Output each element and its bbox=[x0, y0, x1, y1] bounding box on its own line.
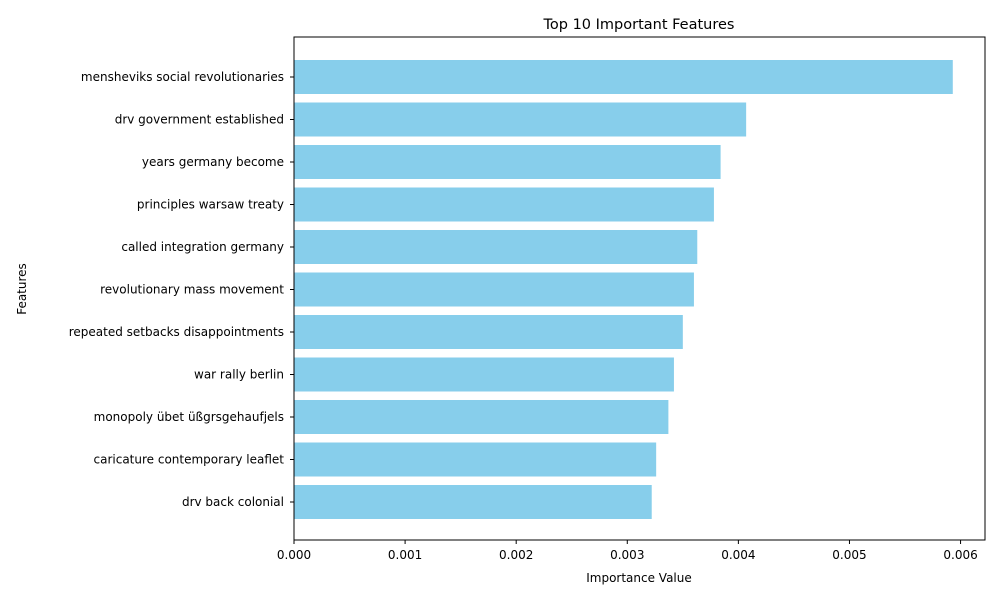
y-tick-label: drv government established bbox=[115, 113, 284, 127]
x-tick-label: 0.000 bbox=[277, 548, 311, 562]
y-axis-label: Features bbox=[15, 263, 29, 315]
y-tick-label: drv back colonial bbox=[182, 495, 284, 509]
bar bbox=[294, 102, 747, 137]
y-tick-label: revolutionary mass movement bbox=[100, 283, 284, 297]
x-axis-ticks: 0.000 0.001 0.002 0.003 0.004 0.005 0.006 bbox=[277, 540, 978, 562]
x-axis-label: Importance Value bbox=[586, 571, 692, 585]
y-tick-label: principles warsaw treaty bbox=[137, 198, 284, 212]
y-tick-label: called integration germany bbox=[121, 240, 284, 254]
bar bbox=[294, 442, 657, 477]
bars-group bbox=[294, 60, 953, 519]
x-tick-label: 0.001 bbox=[388, 548, 422, 562]
bar bbox=[294, 187, 714, 222]
bar bbox=[294, 357, 674, 392]
y-tick-label: war rally berlin bbox=[194, 368, 284, 382]
y-tick-label: repeated setbacks disappointments bbox=[69, 325, 284, 339]
bar bbox=[294, 145, 721, 179]
bar bbox=[294, 60, 953, 94]
bar bbox=[294, 485, 652, 519]
bar bbox=[294, 272, 694, 307]
plot-frame bbox=[293, 36, 986, 541]
x-tick-label: 0.003 bbox=[610, 548, 644, 562]
x-tick-label: 0.002 bbox=[499, 548, 533, 562]
y-tick-label: years germany become bbox=[142, 155, 284, 169]
y-tick-label: monopoly übet üßgrsgehaufjels bbox=[94, 410, 284, 424]
y-axis-ticks: mensheviks social revolutionaries drv gov… bbox=[69, 70, 294, 509]
y-tick-label: caricature contemporary leaflet bbox=[94, 453, 285, 467]
x-tick-label: 0.004 bbox=[721, 548, 755, 562]
x-tick-label: 0.005 bbox=[832, 548, 866, 562]
bar bbox=[294, 400, 669, 434]
bar bbox=[294, 230, 698, 264]
x-tick-label: 0.006 bbox=[943, 548, 977, 562]
bar bbox=[294, 315, 683, 349]
chart-title: Top 10 Important Features bbox=[543, 17, 735, 33]
y-tick-label: mensheviks social revolutionaries bbox=[81, 70, 284, 84]
